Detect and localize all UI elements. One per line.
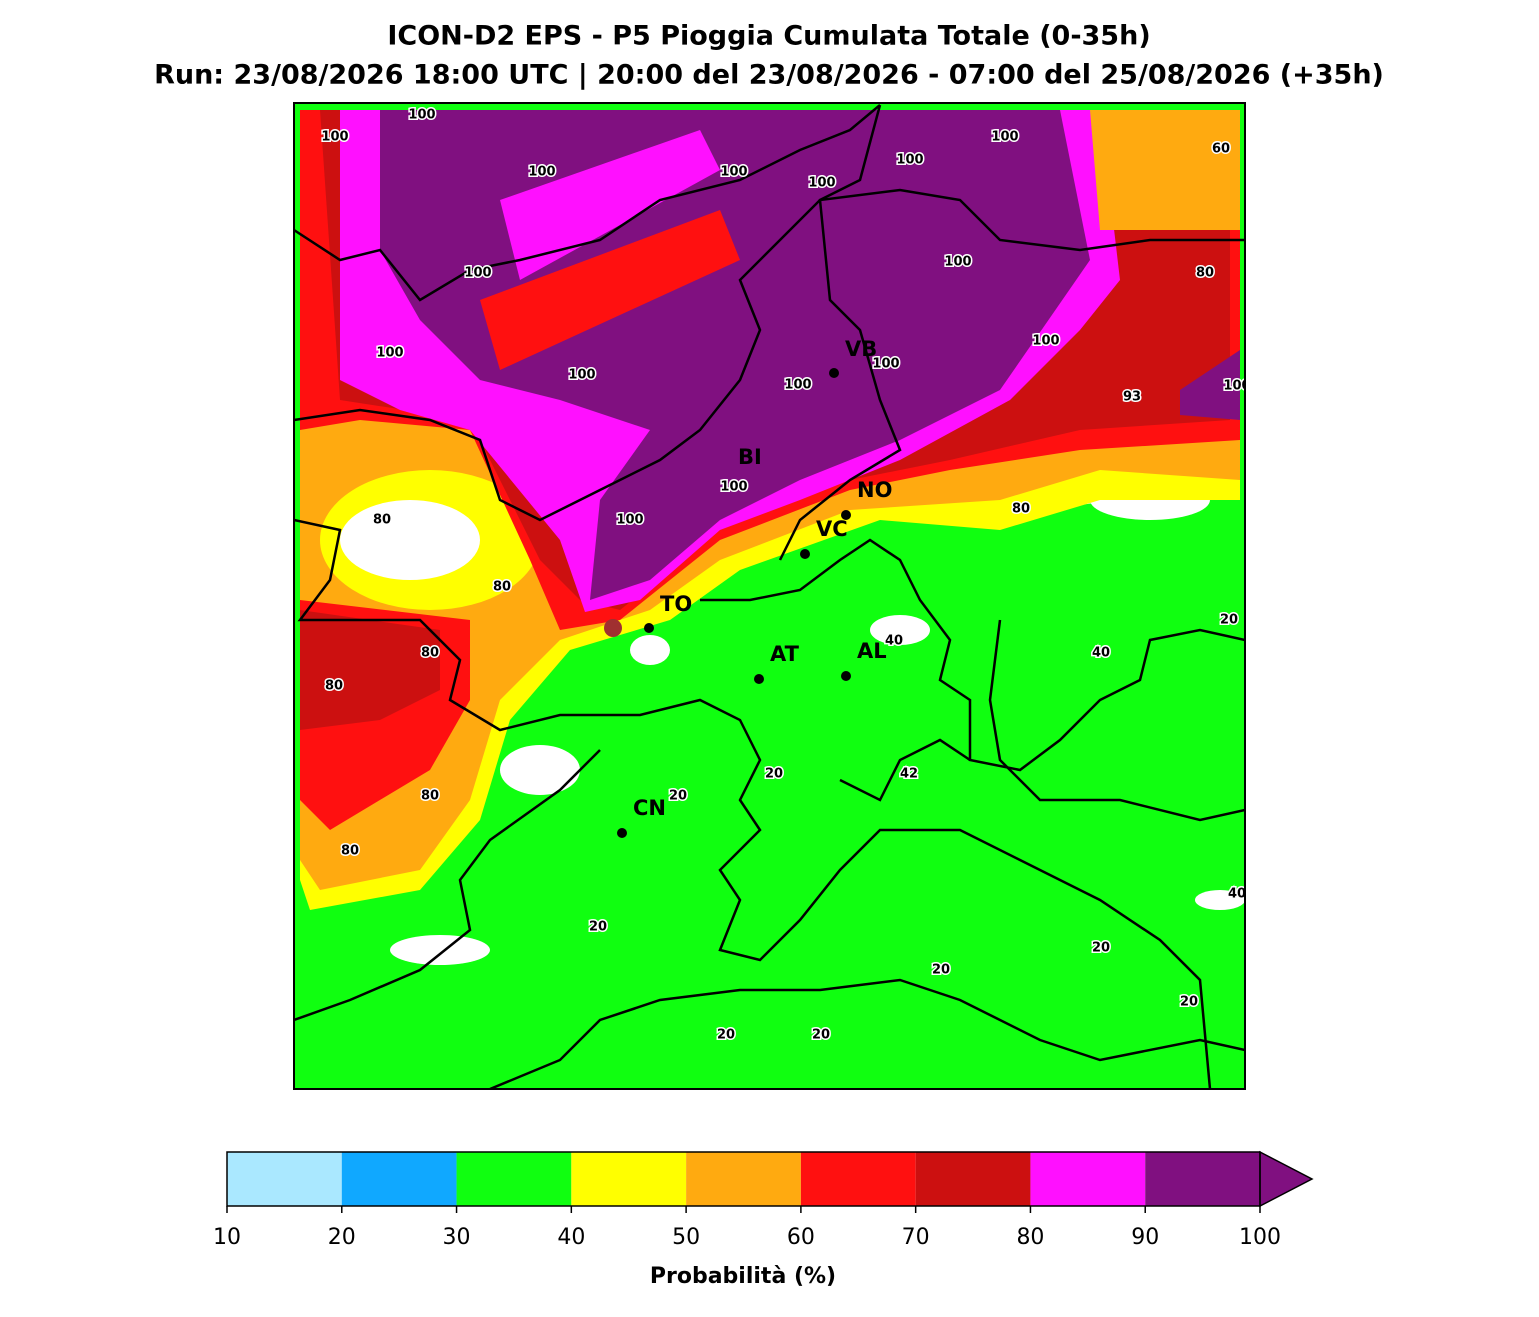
contour-label: 100 — [1032, 334, 1059, 349]
contour-label: 80 — [421, 646, 439, 661]
colorbar: 10 20 30 40 50 60 70 80 90 100 — [213, 1150, 1314, 1250]
map: 100 100 100 100 100 100 100 60 100 100 80 100 100 100… — [294, 103, 1250, 1089]
station-marker — [604, 619, 622, 637]
contour-label: 100 — [321, 130, 348, 145]
contour-label: 100 — [408, 108, 435, 123]
colorbar-segment — [1030, 1152, 1146, 1206]
borders — [294, 104, 1245, 1089]
band-100-right — [1180, 350, 1240, 420]
colorbar-tick-label: 60 — [787, 1225, 815, 1250]
contour-label: 100 — [376, 346, 403, 361]
colorbar-segment — [800, 1152, 916, 1206]
city-label: VB — [845, 337, 877, 361]
city-label: NO — [857, 478, 892, 502]
contour-label: 100 — [872, 357, 899, 372]
colorbar-segment — [341, 1152, 457, 1206]
contour-label: 20 — [1180, 995, 1198, 1010]
contour-label: 100 — [1223, 379, 1250, 394]
city-label: TO — [660, 592, 692, 616]
contour-label: 80 — [421, 789, 439, 804]
city-dot — [644, 623, 654, 633]
contour-label: 100 — [808, 176, 835, 191]
contour-label: 40 — [1092, 646, 1110, 661]
band-80-left — [300, 610, 440, 730]
contour-label: 100 — [464, 266, 491, 281]
contour-label: 20 — [589, 920, 607, 935]
colorbar-tick-label: 40 — [557, 1225, 585, 1250]
contour-label: 20 — [1220, 613, 1238, 628]
colorbar-tick-label: 80 — [1016, 1225, 1044, 1250]
city-dot — [754, 674, 764, 684]
contour-label: 100 — [991, 130, 1018, 145]
white-area — [340, 500, 480, 580]
contour-label: 80 — [341, 844, 359, 859]
city-dot — [800, 549, 810, 559]
colorbar-extension — [1259, 1150, 1314, 1208]
colorbar-tick-label: 50 — [672, 1225, 700, 1250]
city-dot — [829, 368, 839, 378]
band-60-gap — [1090, 110, 1240, 230]
colorbar-tick-label: 70 — [902, 1225, 930, 1250]
city-label: AL — [857, 639, 887, 663]
city-label: BI — [738, 445, 762, 469]
subtitle: Run: 23/08/2026 18:00 UTC | 20:00 del 23… — [154, 60, 1384, 91]
contour-label: 20 — [765, 767, 783, 782]
title: ICON-D2 EPS - P5 Pioggia Cumulata Totale… — [387, 21, 1150, 52]
city-dot — [841, 510, 851, 520]
contour-label: 100 — [528, 165, 555, 180]
contour-label: 42 — [900, 767, 918, 782]
contour-label: 80 — [1196, 266, 1214, 281]
contour-label: 60 — [1212, 142, 1230, 157]
colorbar-label: Probabilità (%) — [650, 1264, 836, 1289]
contour-label: 40 — [885, 634, 903, 649]
colorbar-segment — [227, 1152, 342, 1206]
band-70-gap — [480, 210, 740, 370]
colorbar-tick-label: 20 — [328, 1225, 356, 1250]
colorbar-tick-label: 10 — [213, 1225, 241, 1250]
colorbar-segment — [686, 1152, 801, 1206]
contour-label: 40 — [1228, 887, 1246, 902]
contour-label: 20 — [1092, 941, 1110, 956]
contour-label: 80 — [493, 580, 511, 595]
band-90-gap — [500, 130, 720, 280]
contour-label: 80 — [373, 513, 391, 528]
contour-label: 100 — [944, 255, 971, 270]
contour-label: 100 — [616, 513, 643, 528]
contour-label: 20 — [669, 789, 687, 804]
city-label: AT — [770, 642, 800, 666]
colorbar-segment — [456, 1152, 572, 1206]
city-label: VC — [816, 517, 848, 541]
contour-label: 80 — [325, 679, 343, 694]
contour-label: 100 — [568, 368, 595, 383]
colorbar-tick-label: 90 — [1131, 1225, 1159, 1250]
colorbar-frame — [226, 1151, 1261, 1207]
contour-label: 20 — [717, 1028, 735, 1043]
colorbar-segment — [915, 1152, 1031, 1206]
colorbar-tick-label: 30 — [443, 1225, 471, 1250]
contour-label: 20 — [932, 963, 950, 978]
colorbar-segment — [571, 1152, 687, 1206]
contour-label: 100 — [720, 165, 747, 180]
city-label: CN — [633, 796, 666, 820]
colorbar-tick-label: 100 — [1239, 1225, 1281, 1250]
contour-label: 93 — [1123, 390, 1141, 405]
colorbar-segment — [1145, 1152, 1260, 1206]
contour-label: 100 — [896, 153, 923, 168]
city-dot — [841, 671, 851, 681]
city-dot — [617, 828, 627, 838]
contour-label: 20 — [812, 1028, 830, 1043]
contour-label: 100 — [720, 480, 747, 495]
contour-label: 80 — [1012, 502, 1030, 517]
map-frame — [293, 102, 1246, 1090]
contour-label: 100 — [784, 378, 811, 393]
